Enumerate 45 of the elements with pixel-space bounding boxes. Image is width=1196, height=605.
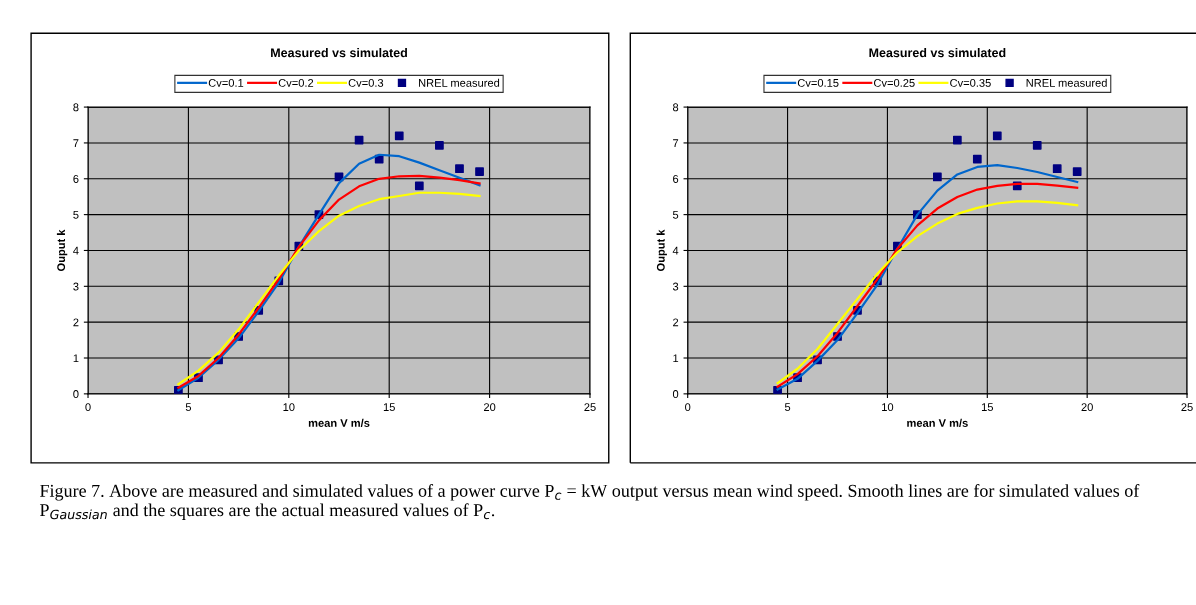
y-tick-label: 8	[73, 103, 79, 112]
chart-title: Measured vs simulated	[869, 48, 1006, 58]
x-tick-label: 15	[981, 403, 994, 412]
text: Figure 7. Above are measured and simulated values of a power curve P$_{c}$ = kW output versus mean wind speed. Smooth lines are for simulated values of P$_{Gaussian}$ and the squares are the actual measured values of P$_{c}$.	[39, 484, 1140, 520]
legend-label: Cv=0.3	[348, 78, 384, 87]
y-tick-label: 6	[73, 175, 79, 183]
y-tick-label: 8	[672, 103, 679, 112]
x-tick-label: 10	[882, 403, 894, 412]
x-tick-label: 25	[584, 403, 596, 412]
legend-label: Cv=0.1	[208, 78, 244, 87]
x-tick-label: 0	[685, 403, 691, 412]
y-tick-label: 7	[73, 139, 79, 147]
y-tick-label: 6	[673, 175, 679, 183]
y-tick-label: 7	[673, 139, 679, 147]
legend-label: Cv=0.2	[278, 78, 314, 87]
y-axis-title: Ouput k	[56, 229, 68, 271]
y-tick-label: 5	[672, 211, 679, 219]
y-axis-title: Ouput k	[656, 229, 667, 271]
x-tick-label: 5	[185, 403, 192, 412]
x-tick-label: 25	[1181, 403, 1193, 412]
x-axis-title: mean V m/s	[308, 418, 370, 428]
legend-label: Cv=0.35	[950, 78, 991, 87]
y-tick-label: 0	[672, 390, 679, 398]
legend-label: Cv=0.15	[797, 78, 839, 87]
x-tick-label: 0	[85, 403, 91, 412]
x-tick-label: 10	[283, 403, 295, 412]
y-tick-label: 2	[673, 318, 679, 327]
y-tick-label: 0	[73, 390, 79, 398]
legend-label: NREL measured	[1026, 78, 1107, 87]
x-tick-label: 20	[1081, 403, 1093, 412]
y-tick-label: 5	[73, 211, 79, 219]
x-axis-title: mean V m/s	[907, 418, 968, 428]
chart-title: Measured vs simulated	[271, 48, 407, 58]
y-tick-label: 4	[73, 246, 79, 255]
y-tick-label: 4	[672, 246, 679, 255]
y-tick-label: 1	[73, 354, 79, 363]
y-tick-label: 3	[73, 282, 79, 291]
y-tick-label: 1	[673, 354, 679, 363]
legend-label: NREL measured	[419, 78, 500, 87]
x-tick-label: 20	[483, 403, 496, 412]
y-tick-label: 2	[73, 318, 79, 327]
y-tick-label: 3	[672, 282, 679, 291]
legend-label: Cv=0.25	[874, 78, 915, 87]
x-tick-label: 5	[784, 403, 791, 412]
x-tick-label: 15	[383, 403, 395, 412]
